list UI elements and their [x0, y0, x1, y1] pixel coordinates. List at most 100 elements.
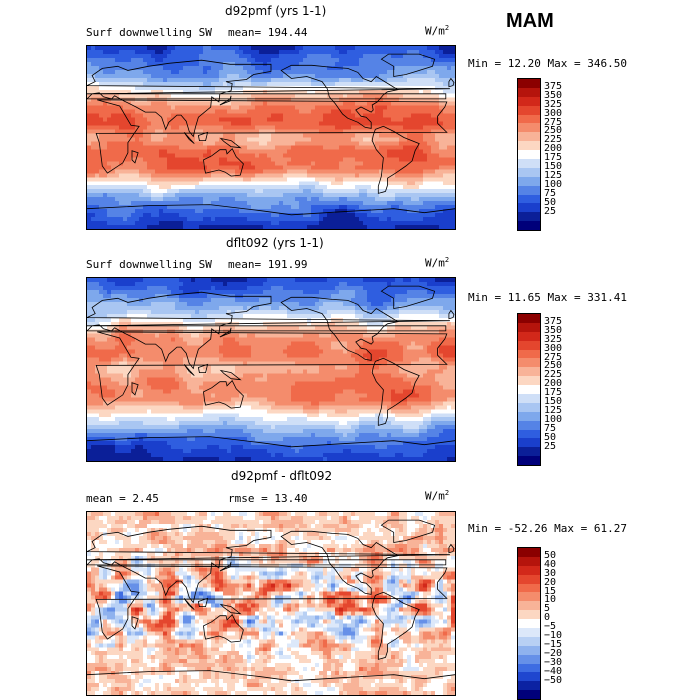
panel1-colorbar-label: 250: [544, 125, 563, 137]
panel2-colorbar-swatch: [518, 394, 540, 403]
panel1-colorbar-label: 275: [544, 116, 563, 128]
coastline: [280, 296, 399, 361]
panel1-colorbar-label: 375: [544, 80, 563, 92]
coastline: [203, 614, 244, 643]
coastline: [95, 331, 448, 406]
panel2-colorbar-swatch: [518, 349, 540, 359]
panel2-colorbar-label: 75: [544, 422, 557, 434]
panel2-colorbar-label: 150: [544, 396, 563, 407]
panel2-colorbar-label: 350: [544, 324, 563, 336]
coastline: [280, 64, 399, 129]
map1-field: [87, 46, 455, 229]
coastline: [87, 59, 450, 138]
panel2-colorbar-label: 275: [544, 351, 563, 363]
panel3-colorbar-swatch: [518, 548, 540, 557]
panel3-colorbar-label: 20: [544, 576, 557, 588]
panel2-colorbar-label: 125: [544, 404, 563, 416]
coastline: [371, 357, 420, 426]
panel1-colorbar-label: 100: [544, 178, 563, 190]
panel1-colorbar-swatch: [518, 194, 540, 204]
panel1-colorbar-swatch: [518, 123, 540, 133]
panel2-colorbar-swatch: [518, 376, 540, 386]
panel2-colorbar-swatch: [518, 447, 540, 457]
panel1-variable-label: Surf downwelling SW: [86, 26, 212, 39]
panel1-colorbar-swatch: [518, 150, 540, 160]
panel2-colorbar-swatch: [518, 331, 540, 341]
coastline: [219, 95, 232, 106]
coastline: [95, 99, 448, 174]
coastline: [131, 150, 139, 164]
panel3-mean-label: mean = 2.45: [86, 492, 159, 505]
coastline: [131, 616, 139, 630]
coastline: [95, 565, 448, 640]
panel3-colorbar-label: 15: [544, 585, 557, 597]
panel2-colorbar-swatch: [518, 411, 540, 421]
panel3-colorbar-swatch: [518, 645, 540, 655]
panel1-colorbar-swatch: [518, 185, 540, 195]
panel1-colorbar-label: 175: [544, 152, 563, 164]
season-label: MAM: [506, 10, 554, 32]
panel2-colorbar-label: 175: [544, 387, 563, 399]
coastline: [371, 125, 420, 194]
coastline: [87, 436, 455, 448]
panel1-colorbar-swatch: [518, 132, 540, 142]
panel1-colorbar-swatch: [518, 159, 540, 168]
panel3-colorbar-swatch: [518, 601, 540, 611]
panel3-colorbar-label: −5: [544, 621, 557, 633]
panel2-minmax: Min = 11.65 Max = 331.41: [468, 291, 627, 304]
panel3-colorbar-label: 30: [544, 567, 557, 579]
panel3-minmax: Min = -52.26 Max = 61.27: [468, 522, 627, 535]
panel1-colorbar-label: 150: [544, 161, 563, 172]
panel1-units: W/m2: [425, 24, 450, 38]
panel2-map: [86, 277, 456, 462]
coastline: [280, 530, 399, 595]
coastline: [87, 670, 455, 682]
panel3-colorbar-label: 40: [544, 558, 557, 570]
panel1-mean-label: mean= 194.44: [228, 26, 308, 39]
panel1-colorbar-swatch: [518, 87, 540, 97]
panel2-colorbar-swatch: [518, 429, 540, 439]
panel1-colorbar-label: 300: [544, 107, 563, 119]
panel3-map: [86, 511, 456, 696]
coastline: [197, 131, 209, 141]
panel3-colorbar-swatch: [518, 654, 540, 664]
panel1-colorbar-swatch: [518, 96, 540, 106]
coastline: [87, 525, 450, 604]
panel3-colorbar-label: 10: [544, 594, 557, 606]
coastline: [380, 53, 436, 77]
panel1-colorbar-label: 50: [544, 196, 557, 208]
map3-field: [87, 512, 455, 695]
panel1-colorbar-swatch: [518, 105, 540, 115]
coastline: [197, 597, 209, 607]
coastline: [219, 327, 232, 338]
panel3-colorbar-swatch: [518, 610, 540, 620]
panel2-colorbar-label: 225: [544, 369, 563, 381]
panel3-colorbar-swatch: [518, 672, 540, 682]
panel1-title: d92pmf (yrs 1-1): [225, 4, 327, 18]
panel3-colorbar-label: −15: [544, 638, 563, 650]
coastline: [219, 137, 242, 149]
panel1-colorbar-label: 125: [544, 169, 563, 181]
coastline: [203, 148, 244, 177]
panel1-map: [86, 45, 456, 230]
coastline: [183, 364, 195, 376]
panel3-colorbar-label: −50: [544, 674, 563, 686]
panel3-colorbar-box: [517, 547, 541, 700]
panel2-colorbar-label: 25: [544, 440, 557, 452]
panel3-rmse-label: rmse = 13.40: [228, 492, 308, 505]
panel2-colorbar-label: 200: [544, 378, 563, 390]
panel2-units: W/m2: [425, 256, 450, 270]
panel2-mean-label: mean= 191.99: [228, 258, 308, 271]
panel2-colorbar-label: 325: [544, 333, 563, 345]
coastline: [183, 598, 195, 610]
panel1-colorbar-swatch: [518, 79, 540, 88]
panel3-title: d92pmf - dflt092: [231, 469, 333, 483]
panel1-colorbar-label: 350: [544, 89, 563, 101]
coastline: [448, 309, 455, 320]
coastline: [183, 132, 195, 144]
panel3-units: W/m2: [425, 489, 450, 503]
panel1-colorbar-swatch: [518, 114, 540, 124]
panel2-colorbar-swatch: [518, 420, 540, 430]
panel2-colorbar-swatch: [518, 367, 540, 377]
coastline: [448, 543, 455, 554]
